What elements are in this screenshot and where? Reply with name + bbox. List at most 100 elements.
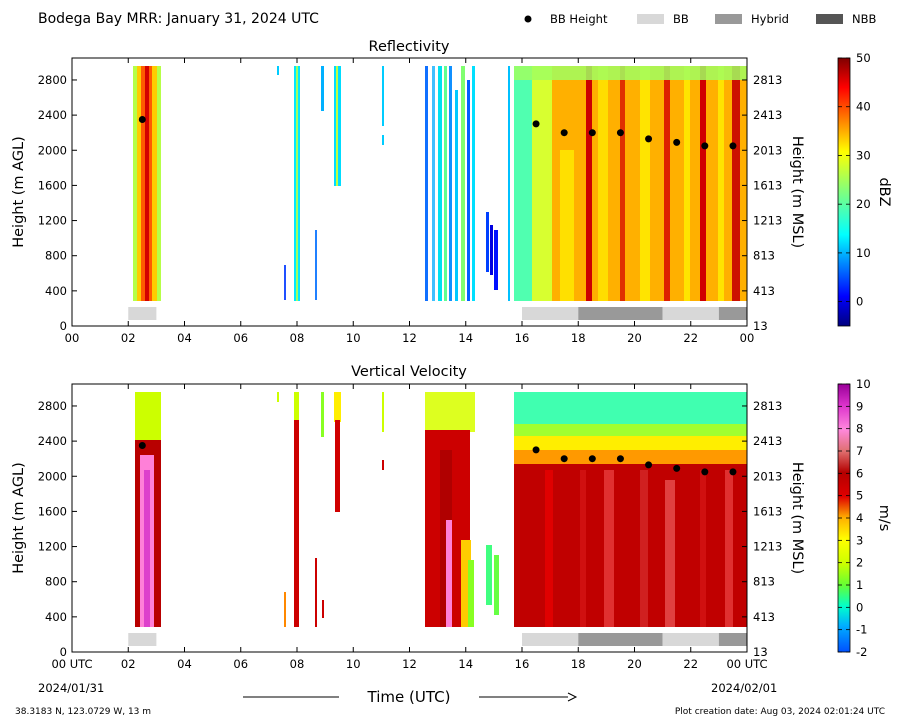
y-tick-label: 2800 — [38, 73, 67, 87]
legend-swatch-nbb — [816, 14, 843, 24]
bb-height-series-reflectivity — [138, 116, 737, 150]
bb-height-point — [532, 120, 540, 128]
colorbar-tick-label: 5 — [856, 489, 863, 503]
x-tick-label: 14 — [458, 657, 473, 671]
colorbar-reflectivity — [837, 57, 851, 327]
velocity-field — [135, 392, 747, 627]
x-tick-label: 00 — [740, 331, 755, 345]
legend-swatch-hybrid — [715, 14, 742, 24]
bb-height-point — [138, 116, 146, 124]
bb-type-segment — [662, 307, 719, 320]
bb-height-point — [138, 442, 146, 450]
y-tick-label: 400 — [45, 610, 67, 624]
y2-tick-label: 813 — [753, 249, 775, 263]
x-tick-label: 08 — [290, 657, 305, 671]
colorbar-tick-label: 10 — [856, 377, 871, 391]
bb-type-bar-velocity — [128, 633, 747, 646]
panel-title-velocity: Vertical Velocity — [351, 364, 467, 380]
legend-label-bb: BB — [673, 12, 689, 26]
colorbar-tick-label: 3 — [856, 533, 863, 547]
x-tick-label: 16 — [515, 657, 530, 671]
x-tick-label: 04 — [177, 657, 192, 671]
y2-tick-label: 2013 — [753, 143, 782, 157]
y2label-reflectivity: Height (m MSL) — [789, 136, 805, 248]
x-tick-label: 16 — [515, 331, 530, 345]
x-tick-label: 20 — [627, 331, 642, 345]
y-tick-label: 2400 — [38, 434, 67, 448]
y2-tick-label: 413 — [753, 610, 775, 624]
bb-height-point — [729, 468, 737, 476]
y-tick-label: 0 — [60, 319, 67, 333]
bb-height-point — [616, 129, 624, 137]
bb-height-point — [673, 464, 681, 472]
y-tick-label: 800 — [45, 249, 67, 263]
y2-tick-label: 413 — [753, 284, 775, 298]
y-tick-label: 1200 — [38, 214, 67, 228]
colorbar-tick-label: 2 — [856, 556, 863, 570]
bb-type-segment — [522, 307, 579, 320]
x-tick-label: 06 — [233, 657, 248, 671]
x-tick-label: 22 — [683, 331, 698, 345]
y-tick-label: 400 — [45, 284, 67, 298]
ylabel-reflectivity: Height (m AGL) — [11, 136, 27, 248]
colorbar-tick-label: 9 — [856, 399, 863, 413]
colorbar-tick-label: 0 — [856, 600, 863, 614]
bb-type-segment — [718, 307, 747, 320]
y-tick-label: 2800 — [38, 399, 67, 413]
colorbar-label-ms: m/s — [876, 505, 892, 532]
x-tick-label: 02 — [121, 331, 136, 345]
bb-height-point — [673, 138, 681, 146]
reflectivity-field — [133, 66, 747, 301]
colorbar-tick-label: 0 — [856, 295, 863, 309]
y2-tick-label: 1613 — [753, 504, 782, 518]
y-tick-label: 2400 — [38, 108, 67, 122]
x-tick-label: 10 — [346, 331, 361, 345]
x-tick-label: 00 UTC — [726, 657, 767, 671]
bb-type-bar-reflectivity — [128, 307, 747, 320]
y2-tick-label: 1613 — [753, 178, 782, 192]
bb-height-series-velocity — [138, 442, 737, 476]
x-tick-label: 18 — [571, 657, 586, 671]
legend-swatch-bb — [637, 14, 664, 24]
colorbar-ticks-reflectivity: 0 10 20 30 40 50 — [838, 51, 871, 309]
y2-tick-label: 13 — [753, 645, 768, 659]
bb-type-segment — [578, 633, 663, 646]
location-note: 38.3183 N, 123.0729 W, 13 m — [15, 707, 151, 717]
legend-dot-bb-height — [524, 15, 532, 23]
y2-tick-label: 2813 — [753, 73, 782, 87]
x-tick-label: 22 — [683, 657, 698, 671]
creation-note: Plot creation date: Aug 03, 2024 02:01:2… — [675, 707, 885, 717]
bb-type-segment — [578, 307, 663, 320]
y-tick-label: 800 — [45, 575, 67, 589]
time-axis-label: Time (UTC) — [367, 688, 451, 706]
bb-type-segment — [662, 633, 719, 646]
x-tick-label: 20 — [627, 657, 642, 671]
x-tick-label: 08 — [290, 331, 305, 345]
x-tick-label: 00 UTC — [51, 657, 92, 671]
bb-height-point — [645, 461, 653, 469]
legend-label-nbb: NBB — [852, 12, 876, 26]
colorbar-ticks-velocity: -2 -1 0 1 2 3 4 5 6 7 8 9 10 — [838, 377, 871, 659]
colorbar-tick-label: 10 — [856, 246, 871, 260]
figure-title: Bodega Bay MRR: January 31, 2024 UTC — [38, 11, 319, 27]
colorbar-label-dbz: dBZ — [876, 177, 892, 206]
x-tick-label: 10 — [346, 657, 361, 671]
y2-tick-label: 2013 — [753, 469, 782, 483]
colorbar-tick-label: 20 — [856, 197, 871, 211]
colorbar-tick-label: 8 — [856, 422, 863, 436]
panel-title-reflectivity: Reflectivity — [369, 39, 450, 55]
y2-tick-label: 1213 — [753, 214, 782, 228]
colorbar-tick-label: 7 — [856, 444, 863, 458]
colorbar-tick-label: -1 — [856, 623, 867, 637]
colorbar-tick-label: 30 — [856, 148, 871, 162]
x-tick-label: 12 — [402, 331, 417, 345]
ylabel-velocity: Height (m AGL) — [11, 462, 27, 574]
y-tick-label: 1600 — [38, 178, 67, 192]
end-date: 2024/02/01 — [711, 681, 777, 695]
bb-height-point — [701, 142, 709, 150]
y2-tick-label: 2413 — [753, 434, 782, 448]
colorbar-tick-label: 6 — [856, 466, 863, 480]
